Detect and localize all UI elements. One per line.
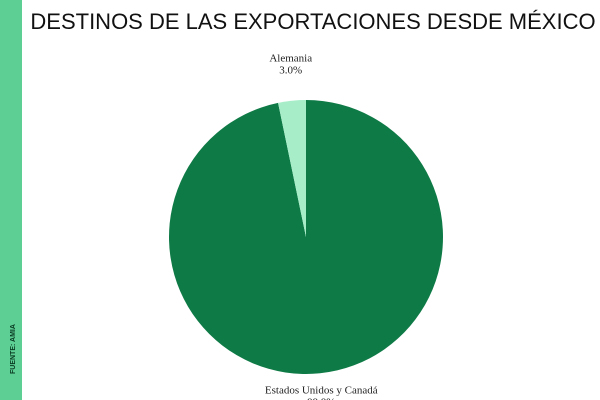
pie-slice <box>168 100 443 374</box>
side-strip <box>0 0 22 400</box>
slice-label: Alemania <box>269 52 312 64</box>
value-label: 88.8% <box>307 397 335 400</box>
pie-slice <box>278 100 306 237</box>
source: FUENTE: AMIA <box>10 324 17 374</box>
chart-title: DESTINOS DE LAS EXPORTACIONES DESDE MÉXI… <box>30 9 595 34</box>
slice-label: Estados Unidos y Canadá <box>265 385 378 397</box>
value-label: 3.0% <box>279 64 302 76</box>
